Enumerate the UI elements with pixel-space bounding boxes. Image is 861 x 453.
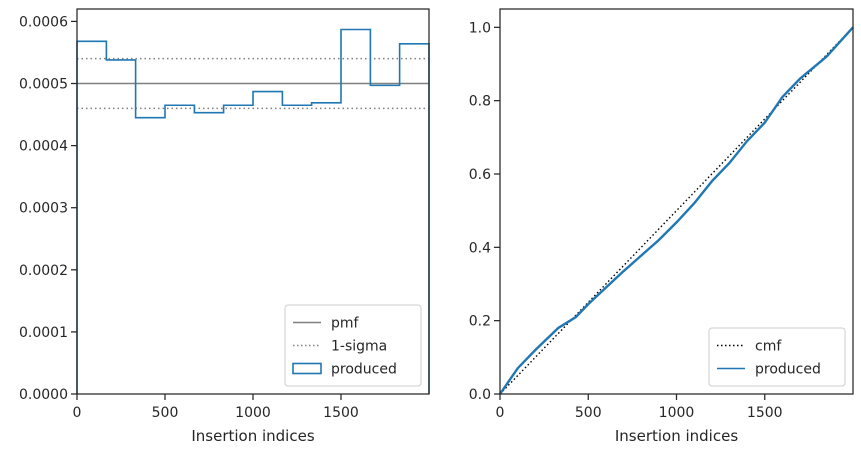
legend-label: cmf [755, 339, 782, 355]
cmf-panel: 0 500 1000 1500 0.0 0.2 0.4 0.6 0.8 1.0 Insertion … [469, 8, 854, 445]
x-axis-title: Insertion indices [615, 427, 738, 445]
legend: cmf produced [708, 327, 846, 387]
cmf-line [499, 26, 854, 395]
produced-line [499, 26, 854, 395]
y-tick-label: 0.0004 [19, 139, 68, 155]
legend-box [708, 327, 846, 387]
x-tick-label: 0 [496, 405, 505, 421]
y-tick-label: 0.0000 [19, 387, 68, 403]
legend-label: 1-sigma [331, 339, 387, 355]
legend-label: pmf [331, 316, 360, 332]
x-tick-label: 500 [575, 405, 602, 421]
y-tick-label: 0.0 [469, 387, 491, 403]
y-tick-label: 0.2 [469, 314, 491, 330]
legend-label: produced [755, 362, 821, 378]
legend-label: produced [331, 362, 397, 378]
x-tick-label: 0 [73, 405, 82, 421]
x-tick-label: 1500 [323, 405, 359, 421]
pmf-panel: 0 500 1000 1500 0.0000 0.0001 0.0002 0.0003 0.00… [19, 8, 430, 445]
y-tick-label: 0.0002 [19, 263, 68, 279]
y-tick-label: 0.0001 [19, 325, 68, 341]
y-tick-label: 0.0003 [19, 201, 68, 217]
legend: pmf 1-sigma produced [284, 304, 422, 387]
y-tick-label: 1.0 [469, 20, 491, 36]
x-tick-label: 1500 [747, 405, 783, 421]
x-tick-label: 1000 [659, 405, 695, 421]
produced-step-line [76, 28, 430, 394]
x-tick-label: 500 [152, 405, 179, 421]
legend-handle-patch [292, 362, 322, 375]
y-tick-label: 0.6 [469, 167, 491, 183]
x-axis-title: Insertion indices [191, 427, 314, 445]
x-tick-label: 1000 [235, 405, 271, 421]
legend-box [284, 304, 422, 387]
y-tick-label: 0.4 [469, 240, 491, 256]
y-tick-label: 0.8 [469, 94, 491, 110]
y-tick-label: 0.0006 [19, 14, 68, 30]
y-tick-label: 0.0005 [19, 77, 68, 93]
